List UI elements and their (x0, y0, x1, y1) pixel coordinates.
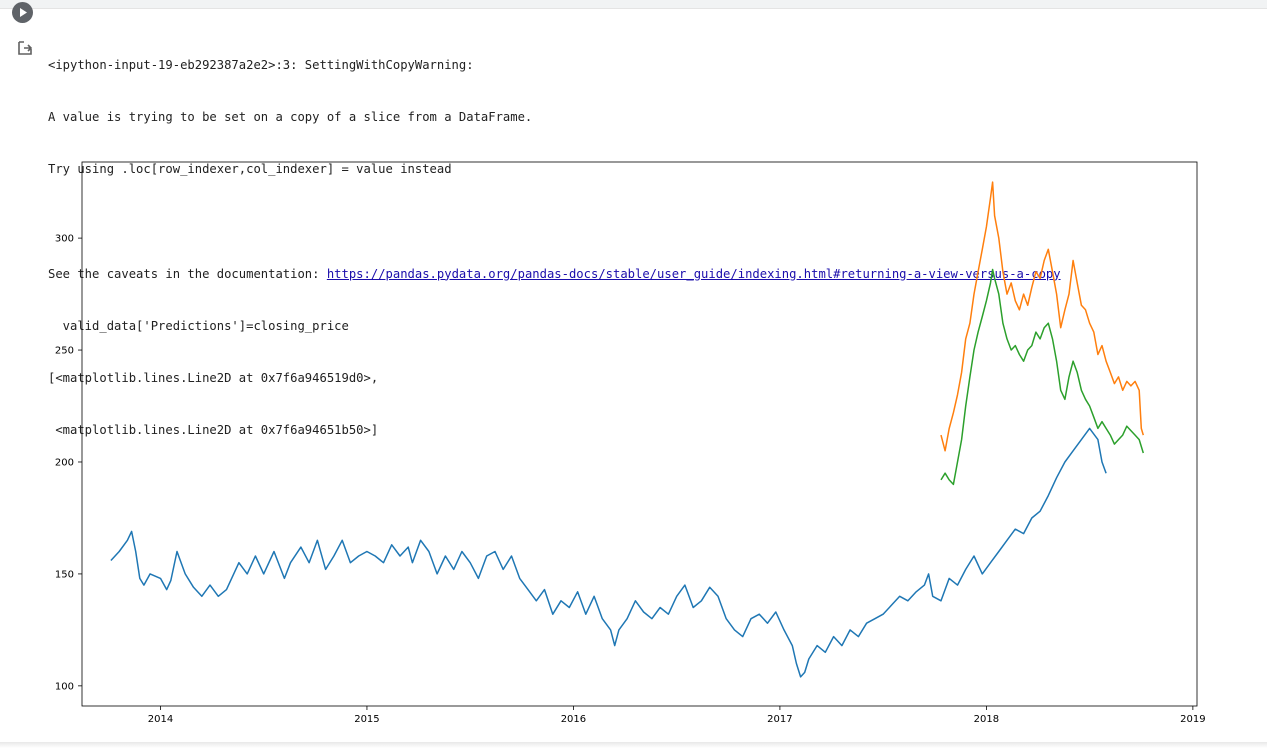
x-tick-label: 2014 (148, 714, 173, 725)
series-line-1 (940, 181, 1145, 452)
caveat-text: See the caveats in the documentation: (48, 266, 327, 281)
line-chart: 100 150 200 250 300 2014 2015 2016 2017 2018 2019 (55, 161, 1206, 725)
output-line: A value is trying to be set on a copy of… (48, 110, 533, 125)
run-cell-button[interactable] (12, 2, 33, 23)
output-caveat-line: See the caveats in the documentation: ht… (48, 266, 1061, 283)
output-line: <ipython-input-19-eb292387a2e2>:3: Setti… (48, 57, 474, 72)
output-arrow-icon[interactable] (17, 40, 33, 56)
notebook-top-bar (0, 0, 1267, 9)
output-line: <matplotlib.lines.Line2D at 0x7f6a94651b… (48, 423, 379, 438)
y-tick-label: 150 (55, 569, 74, 580)
x-axis: 2014 2015 2016 2017 2018 2019 (148, 706, 1206, 725)
x-tick-label: 2018 (974, 714, 999, 725)
y-tick-label: 200 (55, 457, 74, 468)
x-tick-label: 2017 (767, 714, 792, 725)
plot-frame (81, 161, 1198, 707)
y-tick-label: 100 (55, 681, 74, 692)
series-line-2 (940, 268, 1145, 486)
cell-output: <ipython-input-19-eb292387a2e2>:3: Setti… (48, 22, 1061, 474)
output-line: Try using .loc[row_indexer,col_indexer] … (48, 162, 452, 177)
series-layer (110, 181, 1145, 678)
x-tick-label: 2019 (1180, 714, 1205, 725)
cell-bottom-edge (0, 742, 1267, 748)
y-axis: 100 150 200 250 300 (55, 234, 82, 692)
output-line: valid_data['Predictions']=closing_price (48, 318, 349, 333)
pandas-docs-link[interactable]: https://pandas.pydata.org/pandas-docs/st… (326, 266, 1061, 281)
x-tick-label: 2016 (561, 714, 586, 725)
y-tick-label: 250 (55, 346, 74, 357)
series-line-0 (110, 427, 1107, 678)
x-tick-label: 2015 (354, 714, 379, 725)
play-circle-icon (20, 8, 27, 17)
y-tick-label: 300 (55, 234, 74, 245)
output-line: [<matplotlib.lines.Line2D at 0x7f6a94651… (48, 371, 379, 386)
